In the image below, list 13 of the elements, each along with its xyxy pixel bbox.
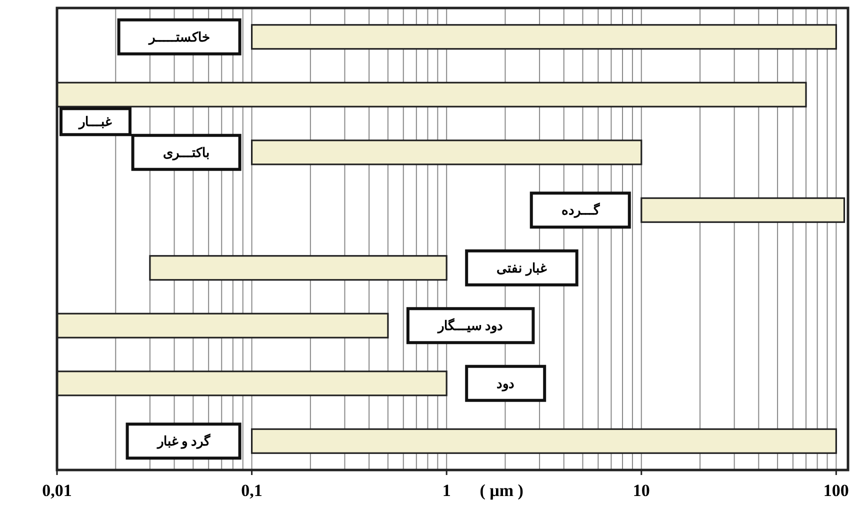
x-tick-label: 1 [442,481,451,500]
x-axis-title: ( µm ) [480,481,524,500]
y-tick-label: دود سیـــگار [436,317,504,334]
x-tick-label: 0,1 [241,481,262,500]
y-tick-label: خاکستـــــر [148,29,210,46]
x-tick-label: 100 [823,481,849,500]
y-tick-label: گـــرده [561,202,600,219]
y-tick-label: گرد و غبار [156,432,211,450]
y-tick-label: دود [496,376,515,392]
y-tick-label: غبار نفتی [496,260,547,276]
x-tick-label: 0,01 [42,481,72,500]
x-tick-label: 10 [632,481,650,500]
y-tick-label: باکتـــری [162,144,210,161]
